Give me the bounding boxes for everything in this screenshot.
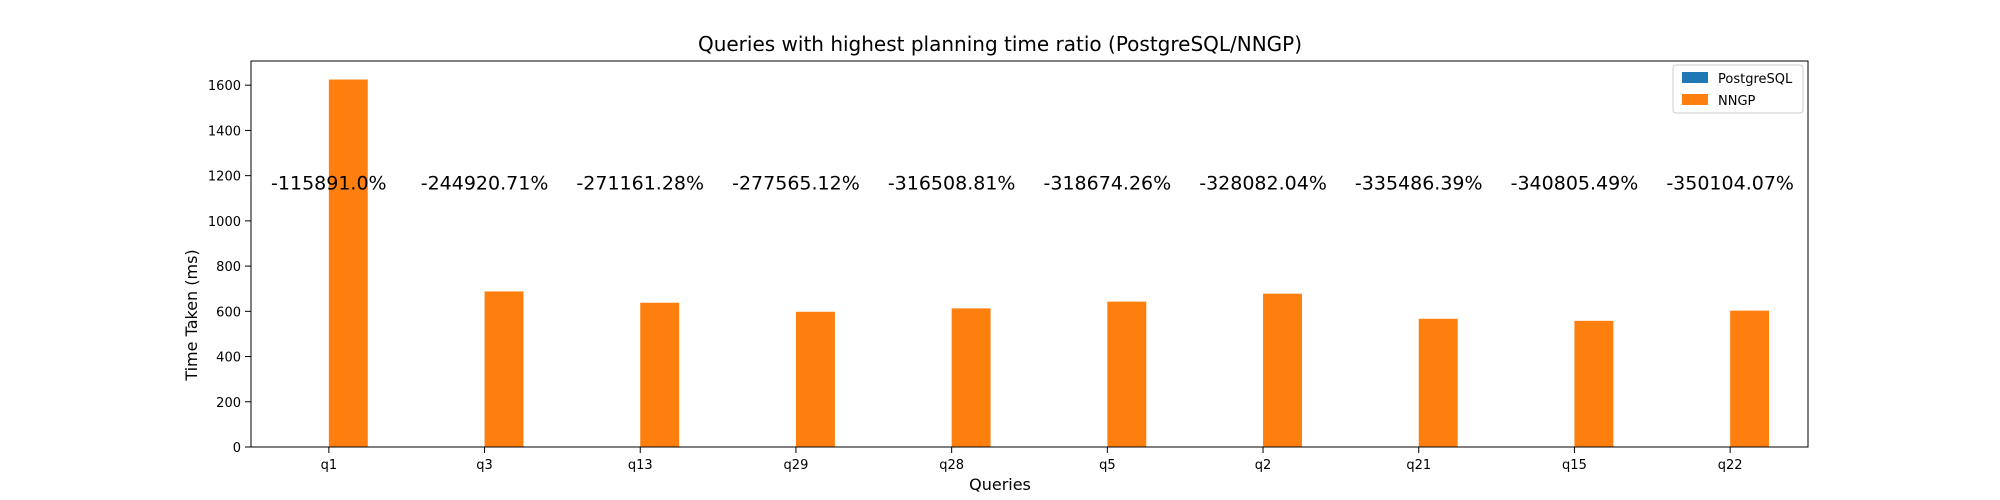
- ratio-annotation-q15: -340805.49%: [1511, 173, 1639, 195]
- x-tick-label-q2: q2: [1255, 458, 1272, 473]
- bar-nngp-q13: [640, 302, 680, 447]
- plot-frame: [250, 60, 1809, 448]
- bar-nngp-q22: [1730, 310, 1770, 447]
- ratio-annotation-q21: -335486.39%: [1355, 173, 1483, 195]
- x-tick-label-q21: q21: [1406, 458, 1431, 473]
- x-tick-label-q3: q3: [476, 458, 493, 473]
- ratio-annotation-q1: -115891.0%: [271, 173, 387, 195]
- bar-nngp-q28: [951, 308, 991, 447]
- x-axis-label: Queries: [969, 475, 1031, 494]
- y-tick-label-1400: 1400: [208, 124, 241, 139]
- ratio-annotation-q29: -277565.12%: [732, 173, 860, 195]
- legend-swatch-nngp: [1682, 94, 1708, 105]
- y-tick-label-1000: 1000: [208, 215, 241, 230]
- y-tick-label-1600: 1600: [208, 79, 241, 94]
- y-axis-label: Time Taken (ms): [182, 249, 201, 381]
- x-tick-label-q22: q22: [1718, 458, 1743, 473]
- chart-title: Queries with highest planning time ratio…: [698, 32, 1302, 56]
- bar-nngp-q21: [1418, 318, 1458, 447]
- bar-nngp-q2: [1263, 293, 1302, 447]
- x-tick-label-q1: q1: [321, 458, 338, 473]
- y-tick-label-800: 800: [216, 260, 241, 275]
- y-tick-label-400: 400: [216, 351, 241, 366]
- y-tick-label-1200: 1200: [208, 170, 241, 185]
- x-tick-label-q5: q5: [1099, 458, 1116, 473]
- legend-label-nngp: NNGP: [1718, 94, 1756, 109]
- legend-swatch-postgresql: [1682, 72, 1708, 83]
- y-tick-label-600: 600: [216, 305, 241, 320]
- bar-nngp-q1: [328, 79, 368, 447]
- ratio-annotation-q13: -271161.28%: [576, 173, 704, 195]
- ratio-annotation-q28: -316508.81%: [888, 173, 1016, 195]
- ratio-annotation-q3: -244920.71%: [421, 173, 549, 195]
- y-tick-label-200: 200: [216, 396, 241, 411]
- ratio-annotation-q2: -328082.04%: [1199, 173, 1327, 195]
- x-tick-label-q13: q13: [628, 458, 653, 473]
- bar-nngp-q15: [1574, 320, 1614, 447]
- plot-area: 0 200 400 600 800 1000 1200 1400 1600 q1 q3 q13 q29 q…: [208, 60, 1809, 473]
- bar-nngp-q5: [1107, 301, 1147, 447]
- ratio-annotation-q5: -318674.26%: [1044, 173, 1172, 195]
- legend: PostgreSQL NNGP: [1672, 64, 1804, 114]
- x-tick-label-q15: q15: [1562, 458, 1587, 473]
- bar-nngp-q29: [795, 311, 835, 447]
- ratio-annotation-q22: -350104.07%: [1666, 173, 1794, 195]
- x-tick-label-q29: q29: [784, 458, 809, 473]
- y-tick-label-0: 0: [233, 441, 241, 456]
- bar-nngp-q3: [484, 291, 524, 447]
- x-tick-label-q28: q28: [939, 458, 964, 473]
- legend-label-postgresql: PostgreSQL: [1718, 72, 1793, 87]
